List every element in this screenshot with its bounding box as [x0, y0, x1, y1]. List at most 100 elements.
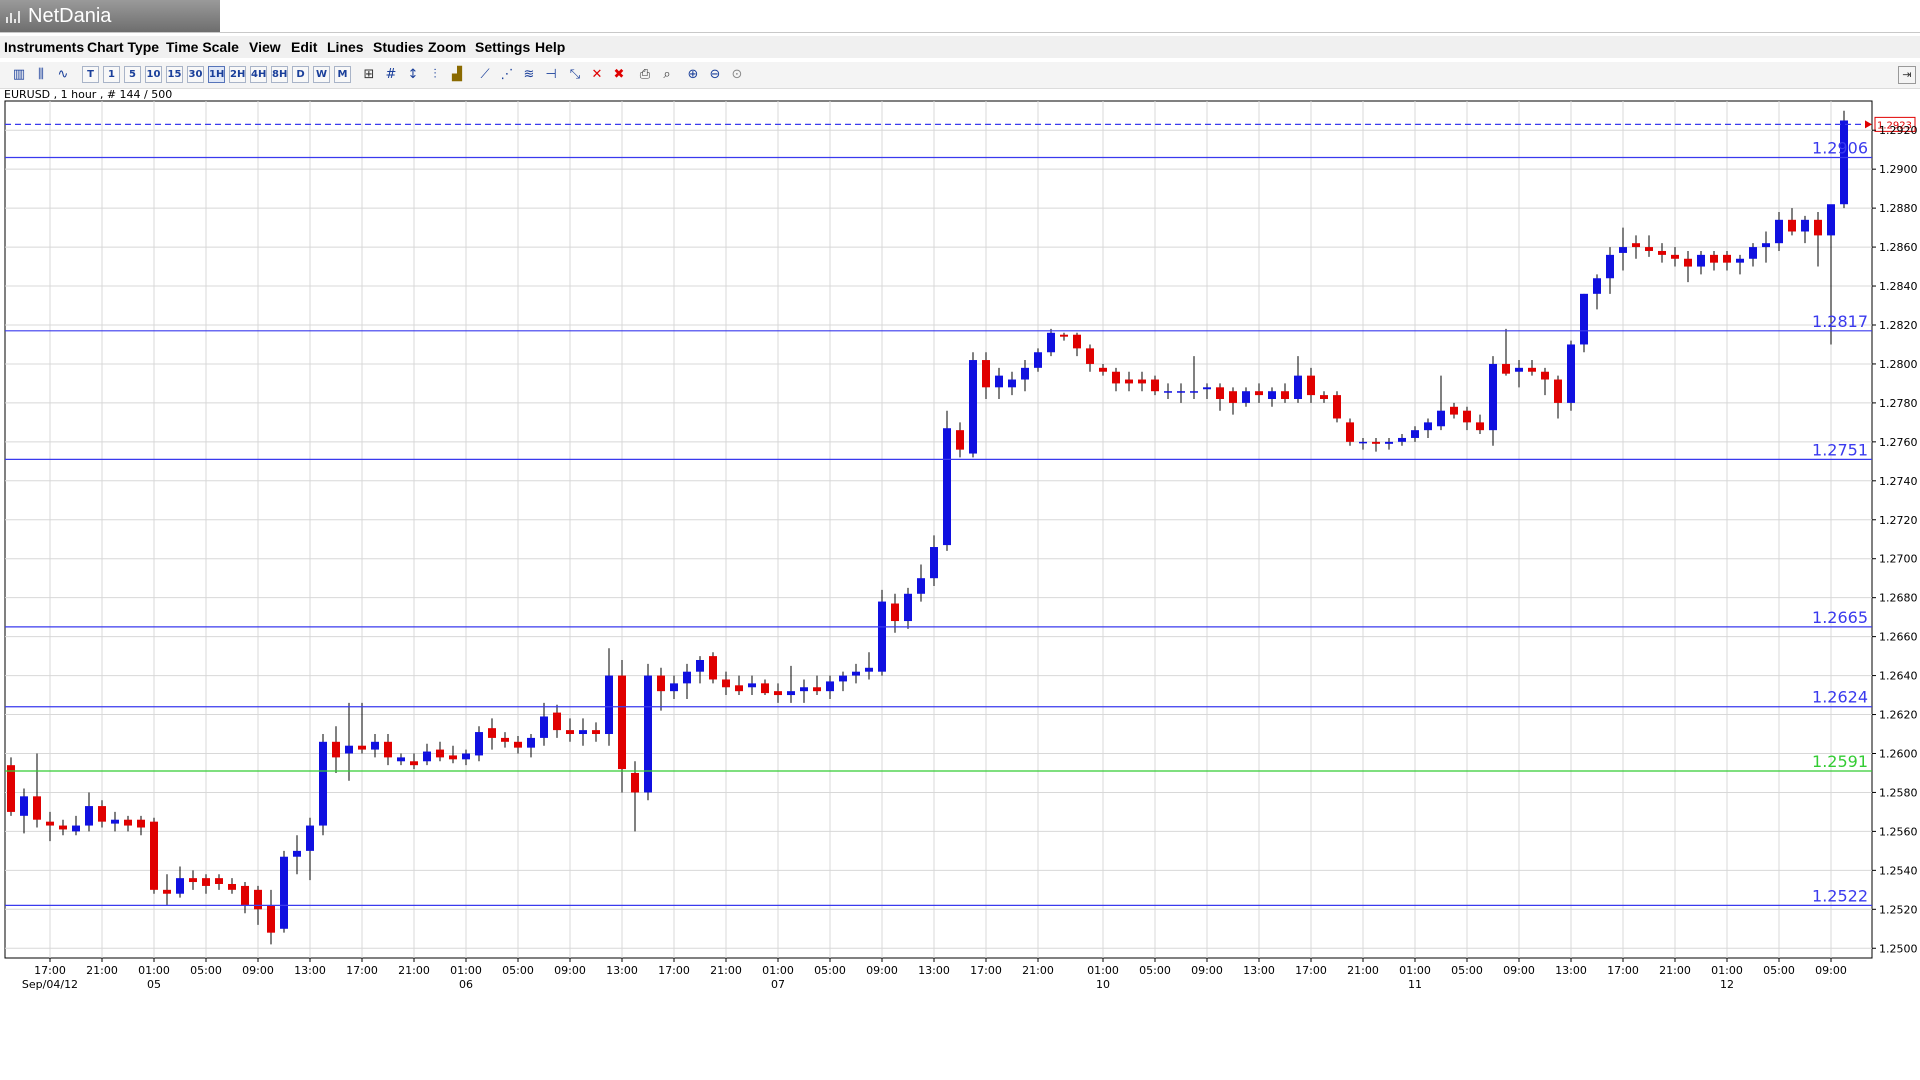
menu-edit[interactable]: Edit [291, 39, 318, 55]
x-axis-tick-label: 21:00 [1022, 964, 1054, 977]
candle-down [267, 889, 275, 945]
candle-up [1047, 328, 1055, 357]
candle-down [1320, 391, 1328, 403]
period-button-5m[interactable]: 5 [124, 66, 141, 83]
period-button-2h[interactable]: 2H [229, 66, 246, 83]
x-axis-tick-label: 01:00 [762, 964, 794, 977]
candle-down [410, 753, 418, 770]
period-button-month[interactable]: M [334, 66, 351, 83]
candle-down [1476, 414, 1484, 435]
candle-up [696, 656, 704, 684]
candle-up [306, 817, 314, 881]
fibonacci-icon[interactable]: ≋ [523, 67, 535, 82]
candle-down [1814, 212, 1822, 267]
candle-up [1242, 387, 1250, 407]
grid-icon[interactable]: # [385, 67, 397, 82]
volume-icon[interactable]: ⫶ [433, 67, 437, 82]
candle-up [579, 718, 587, 746]
delete-line-icon[interactable]: ✕ [591, 67, 603, 82]
menu-chart-type[interactable]: Chart Type [87, 39, 160, 55]
candle-up [1736, 254, 1744, 275]
menu-studies[interactable]: Studies [373, 39, 424, 55]
period-button-1m[interactable]: 1 [103, 66, 120, 83]
x-axis-tick-label: 01:00 [1087, 964, 1119, 977]
x-axis-tick-label: 21:00 [1347, 964, 1379, 977]
x-axis-date-label: 05 [147, 978, 161, 991]
menu-instruments[interactable]: Instruments [4, 39, 85, 55]
candle-up [852, 663, 860, 684]
zoom-in-icon[interactable]: ⊕ [687, 67, 699, 82]
candle-down [1463, 406, 1471, 431]
menu-time-scale[interactable]: Time Scale [166, 39, 239, 55]
period-button-week[interactable]: W [313, 66, 330, 83]
menu-help[interactable]: Help [535, 39, 566, 55]
candle-down [137, 815, 145, 836]
candle-down [1723, 250, 1731, 271]
candle-up [1021, 360, 1029, 392]
period-button-15m[interactable]: 15 [166, 66, 183, 83]
scale-icon[interactable]: ↕ [407, 67, 419, 82]
period-button-day[interactable]: D [292, 66, 309, 83]
candle-up [787, 665, 795, 703]
x-axis-tick-label: 21:00 [398, 964, 430, 977]
channel-line-icon[interactable]: ⋰ [500, 67, 514, 82]
y-axis-tick-label: 1.2780 [1879, 397, 1918, 410]
candle-up [85, 792, 93, 832]
delete-all-lines-icon[interactable]: ✖ [613, 67, 625, 82]
x-axis-tick-label: 05:00 [1451, 964, 1483, 977]
menu-zoom[interactable]: Zoom [428, 39, 467, 55]
print-icon[interactable]: ⎙ [639, 67, 651, 82]
y-axis-tick-label: 1.2920 [1879, 124, 1918, 137]
candle-up [1359, 437, 1367, 450]
candle-down [1151, 375, 1159, 396]
candle-down [488, 718, 496, 750]
candle-up [1190, 356, 1198, 400]
period-button-1h[interactable]: 1H [208, 66, 225, 83]
x-axis-date-label: 11 [1408, 978, 1422, 991]
crosshair-icon[interactable]: ⊞ [363, 67, 375, 82]
period-button-4h[interactable]: 4H [250, 66, 267, 83]
candle-down [1255, 383, 1263, 403]
candle-up [1177, 383, 1185, 403]
histogram-icon[interactable]: ▟ [452, 67, 462, 82]
period-button-tick[interactable]: T [82, 66, 99, 83]
x-axis-tick-label: 01:00 [1399, 964, 1431, 977]
candlestick-chart-icon[interactable]: ▥ [12, 67, 26, 82]
y-axis-tick-label: 1.2700 [1879, 553, 1918, 566]
x-axis-tick-label: 17:00 [346, 964, 378, 977]
x-axis-date-label: 12 [1720, 978, 1734, 991]
x-axis-tick-label: 13:00 [918, 964, 950, 977]
x-axis-tick-label: 21:00 [710, 964, 742, 977]
y-axis-tick-label: 1.2900 [1879, 163, 1918, 176]
y-axis-tick-label: 1.2840 [1879, 280, 1918, 293]
candle-up [1008, 371, 1016, 396]
level-label-1.2751: 1.2751 [1812, 440, 1868, 459]
y-axis-tick-label: 1.2740 [1879, 475, 1918, 488]
horizontal-line-icon[interactable]: ⊣ [545, 67, 557, 82]
bar-chart-icon[interactable]: ⫼ [38, 67, 44, 82]
panel-toggle-icon[interactable]: ⇥ [1898, 66, 1916, 84]
menu-view[interactable]: View [249, 39, 281, 55]
candle-up [904, 587, 912, 629]
candle-down [358, 702, 366, 754]
period-button-30m[interactable]: 30 [187, 66, 204, 83]
trendline-icon[interactable]: ⟋ [480, 67, 490, 82]
period-button-10m[interactable]: 10 [145, 66, 162, 83]
zoom-reset-icon[interactable]: ⊙ [731, 67, 743, 82]
candle-down [761, 679, 769, 696]
x-axis-tick-label: 05:00 [190, 964, 222, 977]
menu-settings[interactable]: Settings [475, 39, 531, 55]
line-chart-icon[interactable]: ∿ [57, 67, 69, 82]
candle-down [722, 671, 730, 696]
candle-up [878, 589, 886, 676]
candle-down [1450, 402, 1458, 419]
candle-down [1645, 235, 1653, 257]
x-axis-date-label: 07 [771, 978, 785, 991]
print-preview-icon[interactable]: ⌕ [663, 67, 671, 82]
candle-down [566, 718, 574, 742]
period-button-8h[interactable]: 8H [271, 66, 288, 83]
menu-lines[interactable]: Lines [327, 39, 364, 55]
select-line-icon[interactable]: ⤡ [569, 67, 581, 82]
zoom-out-icon[interactable]: ⊖ [709, 67, 721, 82]
